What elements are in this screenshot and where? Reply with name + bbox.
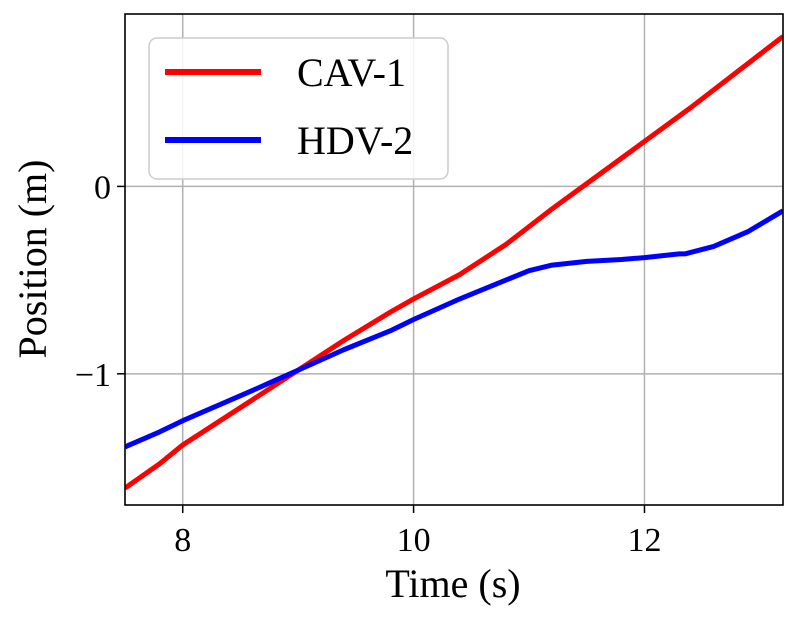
y-axis-label: Position (m)	[10, 160, 55, 359]
legend: CAV-1 HDV-2	[148, 37, 449, 180]
x-axis-label: Time (s)	[385, 561, 520, 606]
series-layer	[125, 34, 783, 491]
y-tick-label: −1	[75, 357, 111, 394]
series-line-hdv-2	[125, 208, 783, 450]
plot-frame	[124, 13, 784, 506]
series-line-cav-1	[125, 34, 783, 491]
y-tick-label: 0	[94, 169, 111, 206]
x-tick-label: 8	[174, 522, 191, 559]
x-tick-label: 10	[397, 522, 431, 559]
ticks: 8 10 12 −1 0	[75, 169, 662, 559]
legend-label-cav-1: CAV-1	[297, 50, 406, 95]
x-tick-label: 12	[627, 522, 661, 559]
legend-label-hdv-2: HDV-2	[297, 118, 413, 163]
